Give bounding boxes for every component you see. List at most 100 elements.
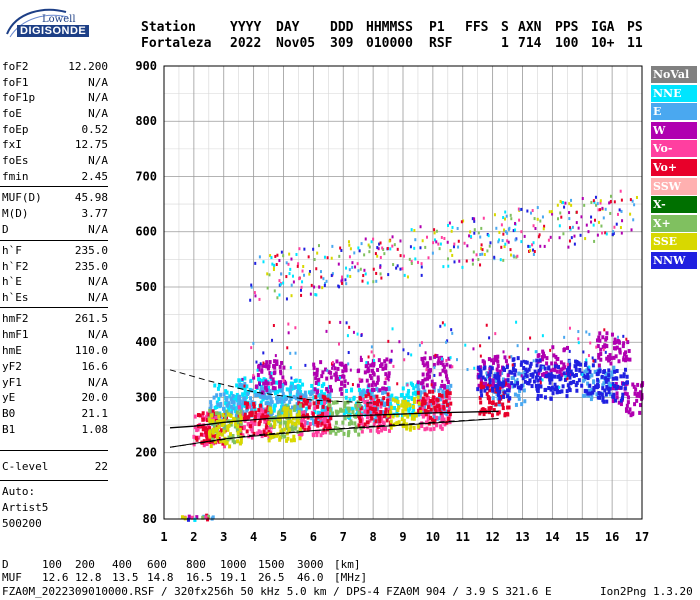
param-name: foEs (2, 154, 29, 167)
echo-mark (501, 402, 505, 407)
echo-mark (243, 376, 247, 381)
param-row: C-level 22 (2, 460, 108, 474)
spread-echo-mark (289, 351, 292, 355)
echo-mark (283, 407, 287, 412)
echo-mark (490, 413, 494, 418)
echo-mark (418, 407, 422, 412)
echo-mark (578, 368, 582, 373)
multihop-echo-mark (339, 246, 342, 250)
echo-mark (378, 416, 382, 421)
spread-echo-mark (443, 323, 446, 327)
multihop-echo-mark (629, 198, 632, 202)
multihop-echo-mark (391, 244, 394, 248)
echo-mark (531, 374, 535, 379)
echo-mark (263, 392, 267, 397)
echo-mark (259, 387, 263, 392)
echo-mark (506, 383, 510, 388)
multihop-echo-mark (595, 203, 598, 207)
param-divider (0, 450, 108, 451)
echo-mark (261, 413, 265, 418)
multihop-echo-mark (285, 261, 288, 265)
echo-mark (520, 402, 524, 407)
echo-mark (294, 424, 298, 429)
echo-mark (282, 399, 286, 404)
echo-mark (363, 370, 367, 375)
echo-mark (355, 401, 359, 406)
echo-mark (370, 387, 374, 392)
echo-mark (211, 441, 215, 446)
echo-mark (422, 409, 426, 414)
echo-mark (370, 368, 374, 373)
echo-mark (395, 396, 399, 401)
echo-mark (305, 420, 309, 425)
echo-mark (403, 396, 407, 401)
spread-echo-mark (349, 368, 352, 372)
echo-mark (632, 384, 636, 389)
echo-mark (262, 381, 266, 386)
echo-mark (298, 436, 302, 441)
echo-mark (208, 429, 212, 434)
echo-mark (383, 380, 387, 385)
echo-mark (338, 408, 342, 413)
multihop-echo-mark (497, 240, 500, 244)
multihop-echo-mark (558, 224, 561, 228)
legend-item-vo+: Vo+ (651, 159, 697, 176)
echo-mark (561, 366, 565, 371)
multihop-echo-mark (616, 212, 619, 216)
multihop-echo-mark (419, 225, 422, 229)
multihop-echo-mark (258, 255, 261, 259)
echo-mark (440, 426, 444, 431)
multihop-echo-mark (480, 226, 483, 230)
echo-mark (218, 419, 222, 424)
multihop-echo-mark (432, 241, 435, 245)
echo-mark (490, 358, 494, 363)
echo-mark (319, 393, 323, 398)
multihop-echo-mark (275, 262, 278, 266)
echo-mark (622, 381, 626, 386)
echo-mark (441, 362, 445, 367)
echo-mark (551, 345, 555, 350)
echo-mark (611, 386, 615, 391)
multihop-echo-mark (600, 224, 603, 228)
echo-mark (634, 387, 638, 392)
multihop-echo-mark (322, 277, 325, 281)
echo-mark (292, 434, 296, 439)
echo-mark (299, 395, 303, 400)
echo-mark (208, 426, 212, 431)
echo-mark (212, 395, 216, 400)
param-row: B0 21.1 (2, 407, 108, 421)
echo-mark (423, 377, 427, 382)
echo-mark (280, 388, 284, 393)
echo-mark (300, 418, 304, 423)
echo-mark (297, 413, 301, 418)
echo-mark (213, 405, 217, 410)
low-echo-mark (193, 517, 197, 522)
multihop-echo-mark (288, 272, 291, 276)
spread-echo-mark (337, 342, 340, 346)
param-row: yF2 16.6 (2, 360, 108, 374)
echo-mark (448, 414, 452, 419)
multihop-echo-mark (599, 208, 602, 212)
multihop-echo-mark (414, 238, 417, 242)
multihop-echo-mark (550, 210, 553, 214)
footer-muf-value: 16.5 (186, 571, 213, 584)
echo-mark (503, 412, 507, 417)
echo-mark (292, 438, 296, 443)
spread-echo-mark (271, 338, 274, 342)
echo-mark (361, 397, 365, 402)
spread-echo-mark (434, 353, 437, 357)
multihop-echo-mark (402, 254, 405, 258)
echo-mark (574, 367, 578, 372)
multihop-echo-mark (559, 199, 562, 203)
multihop-echo-mark (403, 273, 406, 277)
echo-mark (357, 423, 361, 428)
echo-mark (426, 364, 430, 369)
echo-mark (278, 364, 282, 369)
param-row: D N/A (2, 223, 108, 237)
echo-mark (228, 394, 232, 399)
echo-mark (537, 368, 541, 373)
echo-mark (274, 417, 278, 422)
echo-mark (388, 405, 392, 410)
echo-mark (368, 373, 372, 378)
multihop-echo-mark (364, 237, 367, 241)
